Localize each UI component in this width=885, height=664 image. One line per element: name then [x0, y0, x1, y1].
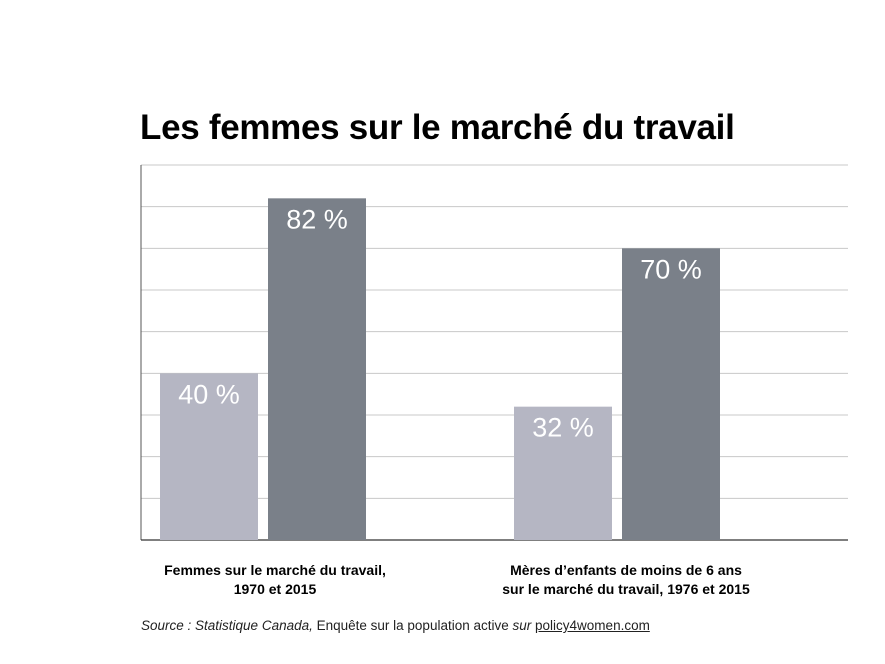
data-label-2-2: 70 % — [640, 254, 702, 284]
bar-1-1 — [160, 373, 258, 540]
data-label-1-1: 40 % — [178, 379, 240, 409]
category-label-2: Mères d’enfants de moins de 6 ans sur le… — [502, 562, 750, 597]
bar-1-2 — [268, 198, 366, 541]
chart-title: Les femmes sur le marché du travail — [140, 108, 735, 147]
data-label-1-2: 82 % — [286, 204, 348, 234]
source-link[interactable]: policy4women.com — [535, 618, 650, 633]
source-note: Source : Statistique Canada, Enquête sur… — [141, 618, 650, 633]
bar-2-1 — [514, 406, 612, 540]
source-sur: sur — [512, 618, 532, 633]
data-label-2-1: 32 % — [532, 413, 594, 443]
source-middle: Enquête sur la population active — [312, 618, 513, 633]
category-label-1: Femmes sur le marché du travail, 1970 et… — [164, 562, 386, 597]
bar-2-2 — [622, 248, 720, 541]
source-prefix: Source : Statistique Canada, — [141, 618, 313, 633]
